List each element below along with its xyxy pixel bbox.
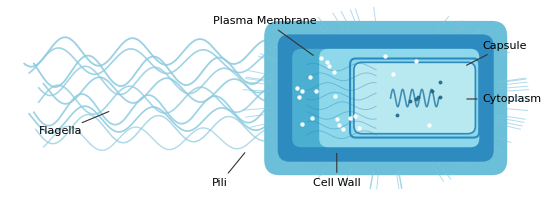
- FancyBboxPatch shape: [354, 62, 475, 134]
- FancyBboxPatch shape: [319, 49, 479, 147]
- Text: Capsule: Capsule: [466, 41, 527, 65]
- FancyBboxPatch shape: [292, 49, 479, 147]
- FancyBboxPatch shape: [264, 21, 507, 175]
- Text: Cytoplasm: Cytoplasm: [467, 94, 542, 104]
- Text: Pili: Pili: [212, 153, 245, 188]
- Text: Flagella: Flagella: [39, 111, 109, 136]
- FancyBboxPatch shape: [278, 34, 494, 162]
- Text: Plasma Membrane: Plasma Membrane: [213, 16, 317, 55]
- Text: Cell Wall: Cell Wall: [313, 153, 361, 188]
